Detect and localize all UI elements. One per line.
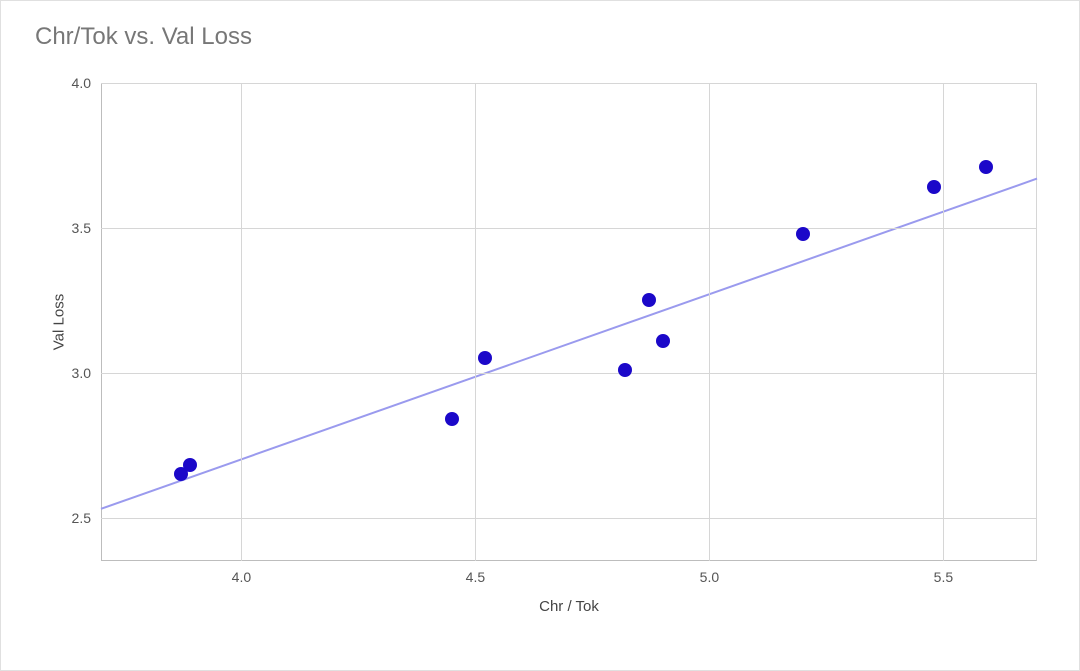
y-axis-title: Val Loss [51,294,68,350]
x-gridline [943,83,944,561]
chart-container: Chr/Tok vs. Val Loss Val Loss Chr / Tok … [0,0,1080,671]
data-point [183,458,197,472]
data-point [656,334,670,348]
x-tick-label: 4.0 [232,569,251,585]
data-point [445,412,459,426]
y-gridline [101,518,1037,519]
x-tick-label: 5.5 [934,569,953,585]
y-tick-label: 2.5 [72,510,91,526]
plot-area: Val Loss Chr / Tok 4.04.55.05.52.53.03.5… [101,83,1037,561]
data-point [618,363,632,377]
y-tick-label: 3.0 [72,365,91,381]
y-gridline [101,83,1037,84]
x-tick-label: 4.5 [466,569,485,585]
x-axis-title: Chr / Tok [539,598,599,615]
x-gridline [709,83,710,561]
data-point [979,160,993,174]
y-gridline [101,228,1037,229]
y-tick-label: 4.0 [72,75,91,91]
data-point [642,293,656,307]
x-gridline [475,83,476,561]
data-point [927,180,941,194]
data-point [796,227,810,241]
y-gridline [101,373,1037,374]
data-point [478,351,492,365]
x-gridline [241,83,242,561]
chart-title: Chr/Tok vs. Val Loss [35,23,252,51]
y-tick-label: 3.5 [72,220,91,236]
x-tick-label: 5.0 [700,569,719,585]
